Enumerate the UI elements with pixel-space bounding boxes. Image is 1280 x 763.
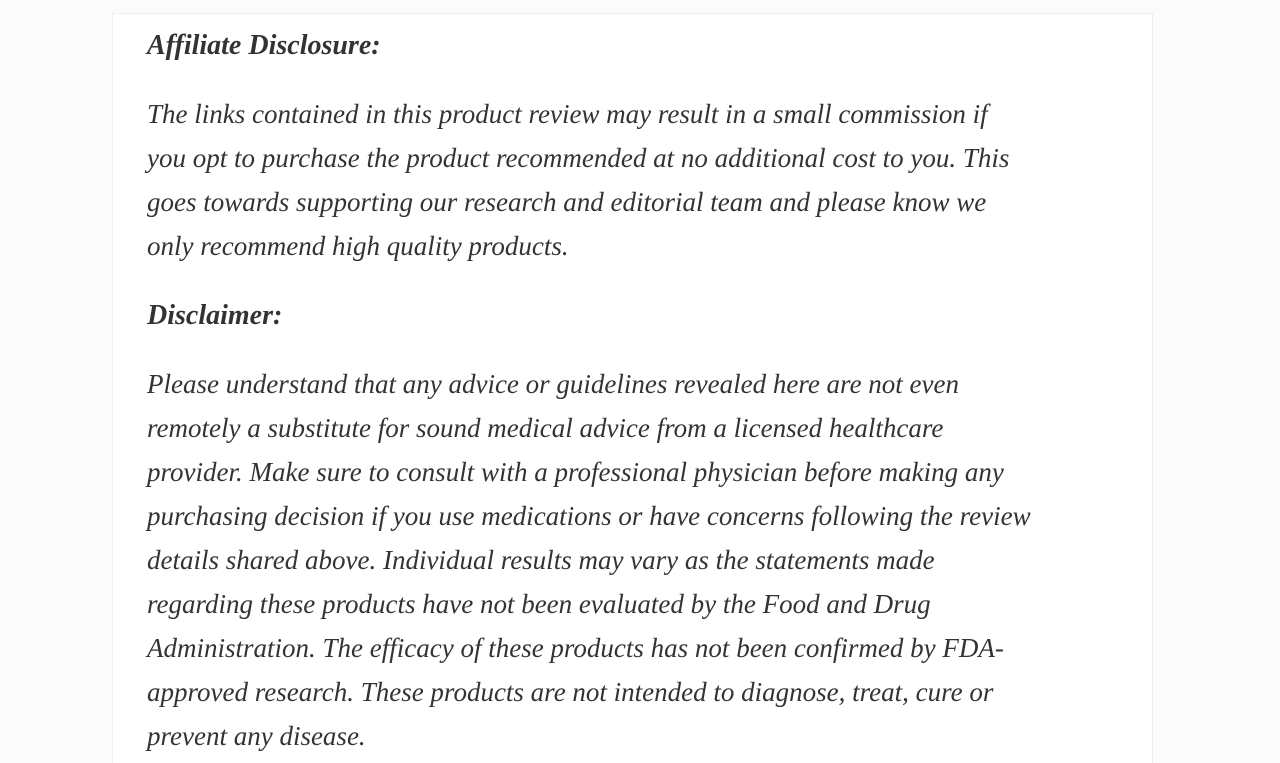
disclaimer-paragraph: Please understand that any advice or gui… — [147, 369, 1031, 751]
section-disclaimer: Disclaimer: Please understand that any a… — [147, 294, 1140, 758]
article-body: Affiliate Disclosure: The links containe… — [147, 24, 1140, 758]
disclaimer-heading: Disclaimer: — [147, 300, 283, 331]
section-affiliate-disclosure: Affiliate Disclosure: The links containe… — [147, 24, 1140, 268]
affiliate-disclosure-paragraph: The links contained in this product revi… — [147, 99, 1010, 261]
content-card: Affiliate Disclosure: The links containe… — [112, 13, 1153, 763]
affiliate-disclosure-heading: Affiliate Disclosure: — [147, 30, 381, 61]
